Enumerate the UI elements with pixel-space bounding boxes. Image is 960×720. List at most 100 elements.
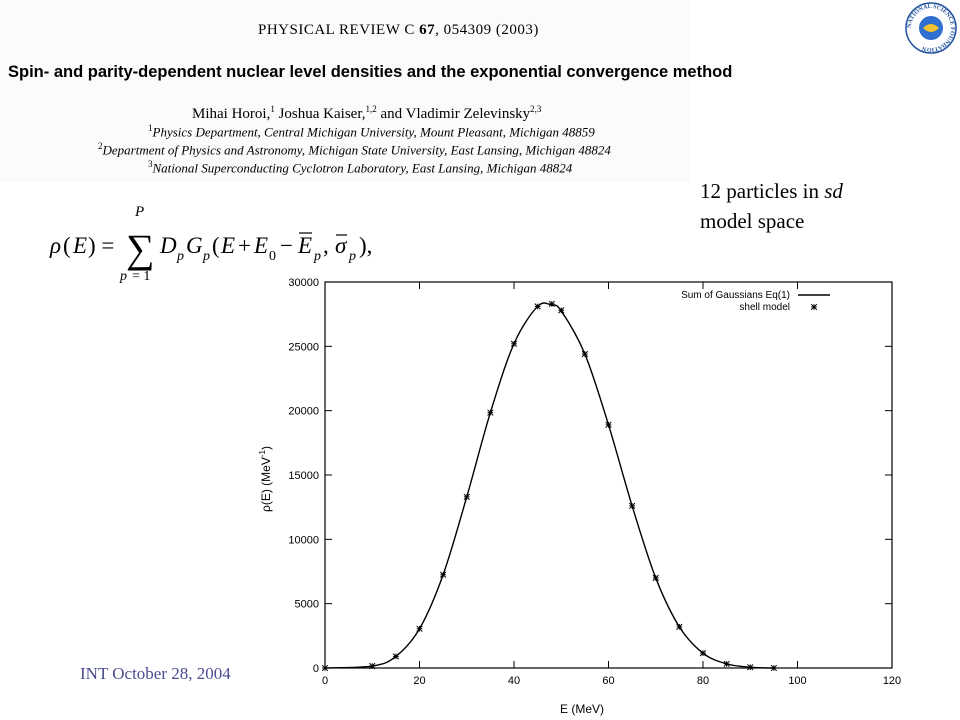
affiliation-text: Physics Department, Central Michigan Uni… (152, 124, 595, 140)
svg-text:,: , (323, 233, 329, 258)
marker-stroke (723, 660, 730, 668)
y-axis-label-main: ρ(E) (MeV (259, 457, 273, 512)
shell-model-point (392, 653, 400, 660)
y-axis-label-sup: -1 (258, 449, 267, 457)
x-tick-label: 60 (602, 675, 614, 687)
marker-stroke (558, 307, 565, 314)
svg-text:ρ: ρ (49, 233, 61, 258)
journal-volume: 67 (419, 22, 436, 38)
footer-text: INT October 28, 2004 (80, 664, 231, 683)
x-tick-label: 20 (413, 675, 425, 687)
y-tick-label: 15000 (288, 470, 319, 482)
marker-stroke (699, 650, 707, 657)
marker-stroke (369, 662, 376, 670)
y-axis-label-close: ) (259, 446, 273, 450)
marker-stroke (605, 421, 612, 428)
author-sup: 2,3 (530, 104, 542, 114)
y-axis-label: ρ(E) (MeV-1) (258, 446, 273, 512)
svg-text:+: + (238, 233, 251, 258)
marker-stroke (810, 303, 818, 311)
shell-model-point (558, 307, 565, 314)
svg-text:p: p (176, 249, 184, 264)
shell-model-point (723, 660, 730, 668)
author-list: Mihai Horoi,1 Joshua Kaiser,1,2 and Vlad… (192, 104, 541, 123)
svg-text:−: − (280, 233, 293, 258)
shell-model-point (487, 409, 494, 416)
marker-stroke (652, 574, 659, 582)
affiliation-text: National Superconducting Cyclotron Labor… (152, 160, 573, 176)
svg-text:E: E (297, 233, 312, 258)
shell-model-point (676, 623, 683, 630)
marker-stroke (416, 625, 423, 632)
author-sup: 1,2 (365, 104, 377, 114)
y-tick-label: 10000 (288, 534, 319, 546)
affiliation-text: Department of Physics and Astronomy, Mic… (102, 142, 611, 158)
logo-band (923, 24, 939, 32)
shell-model-point (534, 303, 541, 310)
svg-text:= 1: = 1 (132, 269, 150, 284)
x-tick-label: 40 (508, 675, 520, 687)
x-tick-label: 80 (697, 675, 709, 687)
marker-stroke (463, 493, 470, 501)
marker-stroke (510, 340, 518, 347)
marker-stroke (581, 350, 589, 358)
article-info: , 054309 (2003) (435, 22, 539, 38)
marker-stroke (548, 300, 555, 308)
marker-stroke (487, 409, 494, 416)
annotation-note: 12 particles in sd model space (700, 176, 920, 236)
y-tick-label: 5000 (295, 599, 319, 611)
plot-frame (324, 281, 893, 669)
series-line-sum-of-gaussians (324, 302, 774, 669)
legend-label: shell model (739, 302, 790, 313)
svg-text:(: ( (212, 233, 220, 258)
marker-stroke (676, 623, 683, 630)
shell-model-point (810, 303, 818, 311)
marker-stroke (628, 502, 636, 510)
svg-text:p: p (202, 249, 210, 264)
shell-model-point (416, 625, 423, 632)
marker-stroke (747, 664, 754, 671)
shell-model-point (548, 300, 555, 308)
journal-citation: PHYSICAL REVIEW C 67, 054309 (2003) (258, 22, 539, 39)
marker-stroke (321, 664, 329, 672)
note-italic: sd (824, 179, 843, 203)
svg-text:0: 0 (269, 249, 276, 264)
svg-text:(: ( (63, 233, 71, 258)
svg-text:E: E (220, 233, 235, 258)
shell-model-point (321, 664, 329, 672)
author-name: and Vladimir Zelevinsky (376, 106, 531, 122)
author-name: Mihai Horoi, (192, 106, 271, 122)
shell-model-point (770, 664, 778, 672)
x-tick-label: 120 (883, 675, 901, 687)
x-tick-label: 0 (322, 675, 328, 687)
svg-text:∑: ∑ (126, 226, 155, 271)
affiliation-sup: 1 (148, 123, 153, 133)
svg-text:p: p (119, 269, 127, 284)
shell-model-point (652, 574, 659, 582)
svg-text:E: E (253, 233, 268, 258)
x-tick-label: 100 (788, 675, 806, 687)
svg-text:D: D (159, 233, 177, 258)
affiliation-sup: 3 (148, 159, 153, 169)
journal-name: PHYSICAL REVIEW C (258, 22, 415, 38)
level-density-plot: 0 5000 10000 15000 20000 25000 30000 0 20 40 60 80… (258, 277, 901, 716)
shell-model-point (463, 493, 470, 501)
y-tick-label: 25000 (288, 341, 319, 353)
shell-model-point (628, 502, 636, 510)
affiliation-sup: 2 (98, 141, 103, 151)
shell-model-point (605, 421, 612, 428)
svg-text:p: p (313, 249, 321, 264)
y-tick-label: 0 (313, 663, 319, 675)
svg-text:p: p (348, 249, 356, 264)
x-axis-label: E (MeV) (560, 702, 604, 716)
svg-text:P: P (134, 204, 144, 220)
svg-text:) =: ) = (88, 233, 114, 258)
paper-header (0, 0, 690, 182)
paper-title: Spin- and parity-dependent nuclear level… (8, 63, 733, 81)
shell-model-point (439, 571, 447, 578)
affiliation: 2Department of Physics and Astronomy, Mi… (98, 141, 611, 158)
shell-model-point (699, 650, 707, 657)
affiliation: 3National Superconducting Cyclotron Labo… (148, 159, 572, 176)
marker-stroke (392, 653, 400, 660)
svg-text:G: G (186, 233, 203, 258)
